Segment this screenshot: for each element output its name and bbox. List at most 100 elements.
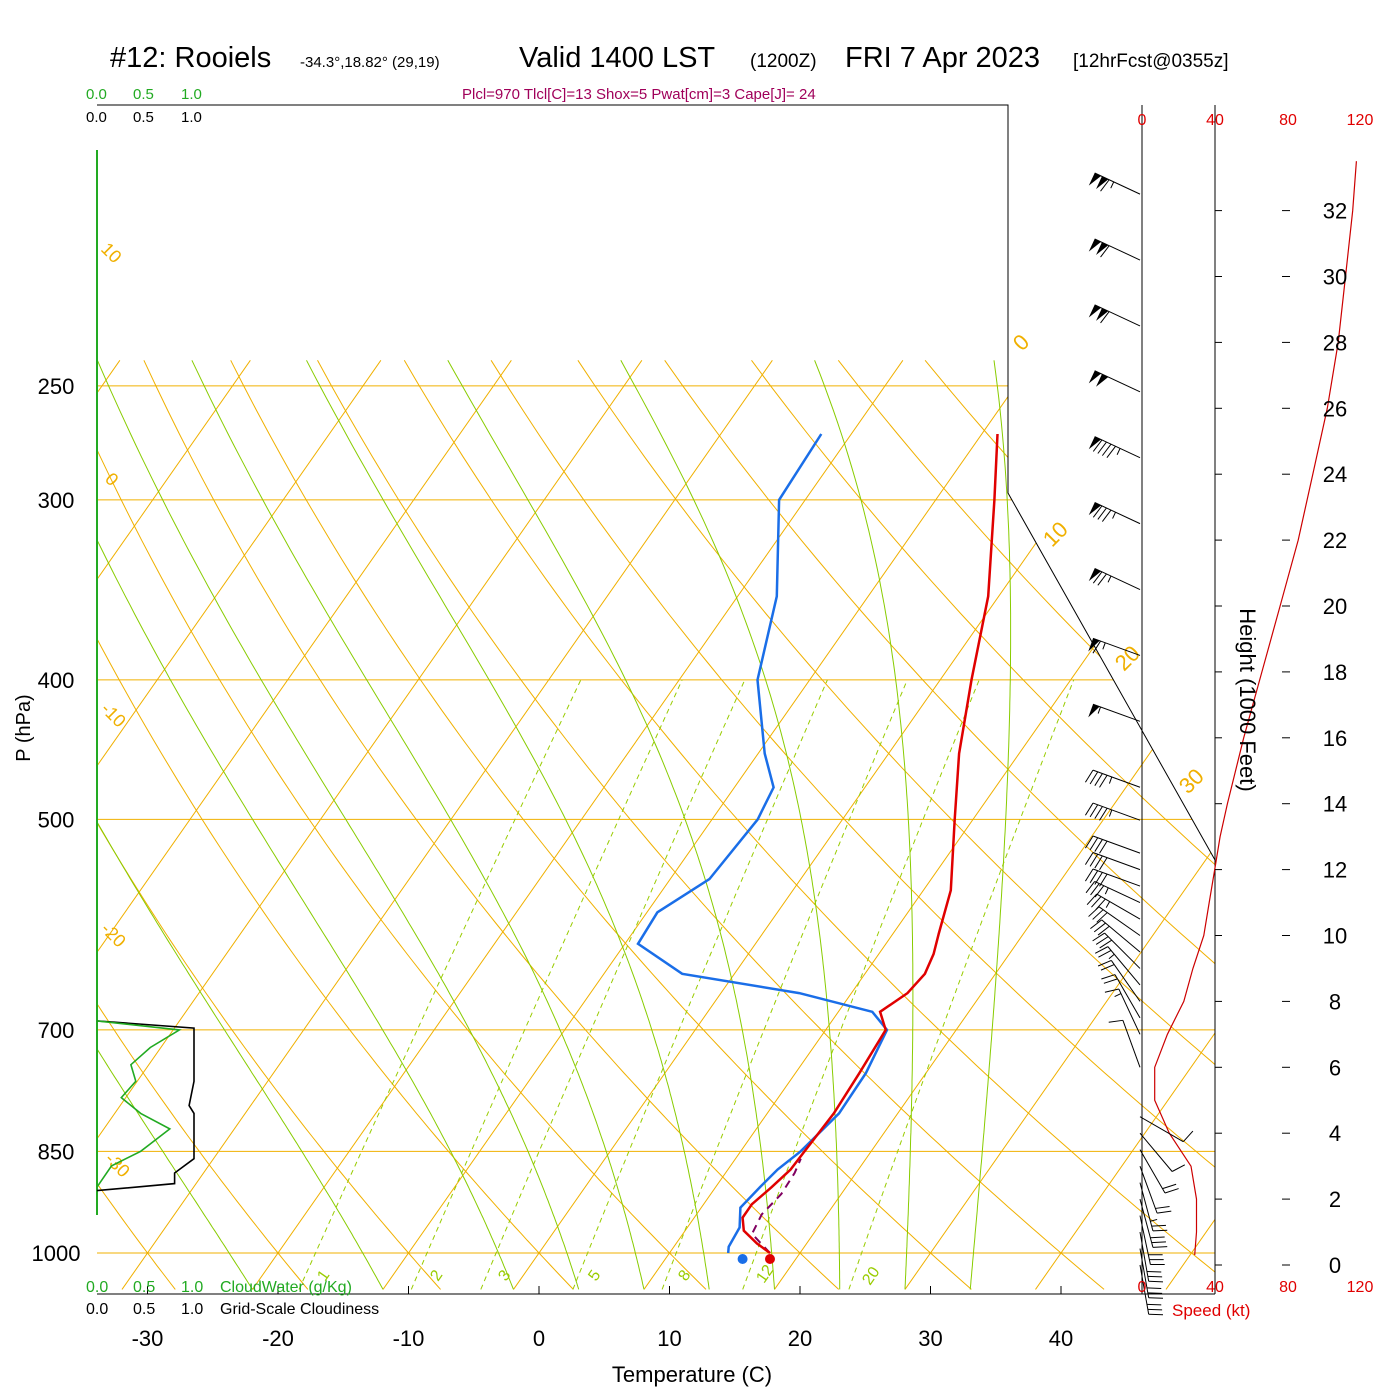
wind-barb [1088, 637, 1141, 656]
pressure-tick-label: 250 [38, 374, 75, 399]
cloud-profiles [96, 1020, 195, 1192]
wind-barb [1084, 769, 1141, 788]
dry-adiabat-line [837, 359, 1215, 1290]
wind-speed-tick-label: 40 [1206, 112, 1224, 129]
height-tick-label: 22 [1323, 528, 1347, 553]
height-tick-label: 18 [1323, 660, 1347, 685]
temperature-line [741, 433, 999, 1255]
height-tick-label: 32 [1323, 199, 1347, 224]
pressure-tick-label: 700 [38, 1018, 75, 1043]
wind-speed-tick-label: 120 [1347, 112, 1374, 129]
mixing-ratio-line [661, 679, 908, 1290]
cloudwater-tick: 0.5 [133, 86, 154, 103]
dry-adiabat-label: 10 [97, 239, 125, 267]
mixing-ratio-line [572, 679, 828, 1290]
dry-adiabat-line [97, 360, 707, 1290]
isotherm-line [97, 360, 643, 1290]
isotherm-line [1035, 360, 1215, 1290]
wind-speed-tick-label: 0 [1138, 112, 1147, 129]
parcel-indices: Plcl=970 Tlcl[C]=13 Shox=5 Pwat[cm]=3 Ca… [462, 86, 816, 103]
pressure-tick-label: 400 [38, 668, 75, 693]
wind-barb [1088, 370, 1141, 393]
wind-barb [1094, 946, 1141, 986]
surface-temperature-dot [764, 1254, 775, 1264]
surface-dewpoint-dot [737, 1254, 748, 1264]
height-axis-title: Height (1000 Feet) [1235, 608, 1260, 791]
height-tick-label: 28 [1323, 330, 1347, 355]
temperature-tick-label: -10 [393, 1326, 425, 1351]
height-tick-label: 8 [1329, 989, 1341, 1014]
height-tick-label: 30 [1323, 265, 1347, 290]
wind-barb [1101, 974, 1141, 1019]
wind-speed-tick-label: 80 [1279, 1279, 1297, 1296]
moist-adiabat-line [97, 360, 580, 1290]
cloudiness-tick: 0.0 [86, 109, 107, 126]
wind-barb [1139, 1198, 1168, 1248]
isotherm-line [252, 360, 904, 1290]
height-tick-label: 16 [1323, 726, 1347, 751]
forecast-info: [12hrFcst@0355z] [1073, 51, 1229, 72]
valid-time: Valid 1400 LST [519, 42, 715, 74]
cloudwater-line [96, 1020, 182, 1188]
moist-adiabat-line [97, 360, 253, 1290]
height-tick-label: 12 [1323, 858, 1347, 883]
wind-panel [1084, 161, 1357, 1316]
dry-adiabat-labels: 10 0 -10 -20 -30 0 10 20 30 [97, 239, 1209, 1182]
pressure-tick-label: 850 [38, 1139, 75, 1164]
dry-adiabat-label: 30 [1174, 764, 1209, 799]
wind-barb [1139, 1264, 1164, 1316]
height-tick-label: 6 [1329, 1055, 1341, 1080]
moist-adiabat-line [620, 360, 841, 1290]
dry-adiabat-line [577, 360, 1215, 1290]
pressure-ticks: 250 300 400 500 700 850 1000 [32, 374, 81, 1266]
height-tick-label: 14 [1323, 792, 1347, 817]
wind-barb [1092, 932, 1141, 969]
wind-barb [1139, 1215, 1165, 1266]
wind-speed-tick-label: 0 [1138, 1279, 1147, 1296]
valid-date: FRI 7 Apr 2023 [845, 42, 1040, 74]
height-tick-label: 0 [1329, 1253, 1341, 1278]
dry-adiabat-line [97, 360, 441, 1290]
height-tick-label: 24 [1323, 462, 1347, 487]
cloudwater-axis-top: 0.0 0.5 1.0 [86, 86, 202, 103]
wind-speed-label: Speed (kt) [1172, 1301, 1250, 1320]
wind-barb [1088, 172, 1141, 195]
temperature-tick-label: -30 [132, 1326, 164, 1351]
temperature-tick-label: 40 [1049, 1326, 1073, 1351]
cloudwater-tick: 1.0 [181, 86, 202, 103]
dry-adiabat-label: 0 [101, 469, 122, 490]
height-tick-label: 26 [1323, 396, 1347, 421]
mixing-ratio-lines [298, 679, 1075, 1290]
dry-adiabat-line [403, 360, 1215, 1290]
isotherm-line [97, 360, 382, 1290]
wind-barb [1139, 1149, 1179, 1194]
cloudwater-label: CloudWater (g/Kg) [220, 1279, 352, 1296]
dry-adiabat-line [751, 360, 1215, 1290]
isotherm-line [382, 360, 1034, 1290]
pressure-tick-label: 300 [38, 488, 75, 513]
isotherm-lines [97, 360, 1215, 1290]
wind-barb [1088, 906, 1141, 936]
station-title: #12: Rooiels [110, 42, 271, 74]
x-axis-title: Temperature (C) [612, 1362, 772, 1387]
cloudiness-tick: 0.0 [86, 1301, 108, 1318]
dry-adiabat-line [1098, 359, 1215, 1290]
temperature-ticks: -30 -20 -10 0 10 20 30 40 [132, 1286, 1073, 1351]
mixing-ratio-label: 8 [675, 1267, 694, 1284]
cloudwater-tick: 0.5 [133, 1279, 155, 1296]
temperature-tick-label: -20 [262, 1326, 294, 1351]
wind-barb [1139, 1248, 1164, 1299]
dry-adiabat-line [97, 360, 309, 1290]
cloudiness-axis-bottom: 0.0 0.5 1.0 Grid-Scale Cloudiness [86, 1301, 379, 1318]
cloudwater-tick: 0.0 [86, 1279, 108, 1296]
dry-adiabat-lines [97, 359, 1400, 1290]
temperature-tick-label: 10 [657, 1326, 681, 1351]
mixing-ratio-label: 2 [427, 1267, 446, 1284]
wind-speed-tick-label: 120 [1347, 1279, 1374, 1296]
cloudiness-axis-top: 0.0 0.5 1.0 [86, 109, 202, 126]
wind-barb [1139, 1165, 1172, 1214]
dry-adiabat-label: 0 [1008, 329, 1034, 355]
moist-adiabat-lines [97, 360, 1012, 1290]
dry-adiabat-line [1272, 360, 1400, 1289]
